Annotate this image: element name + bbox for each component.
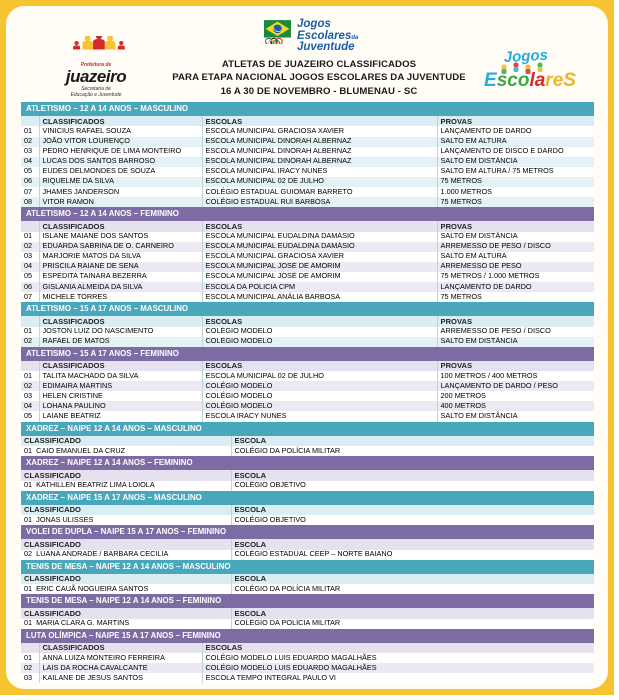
svg-text:EscolareS: EscolareS (484, 70, 576, 91)
